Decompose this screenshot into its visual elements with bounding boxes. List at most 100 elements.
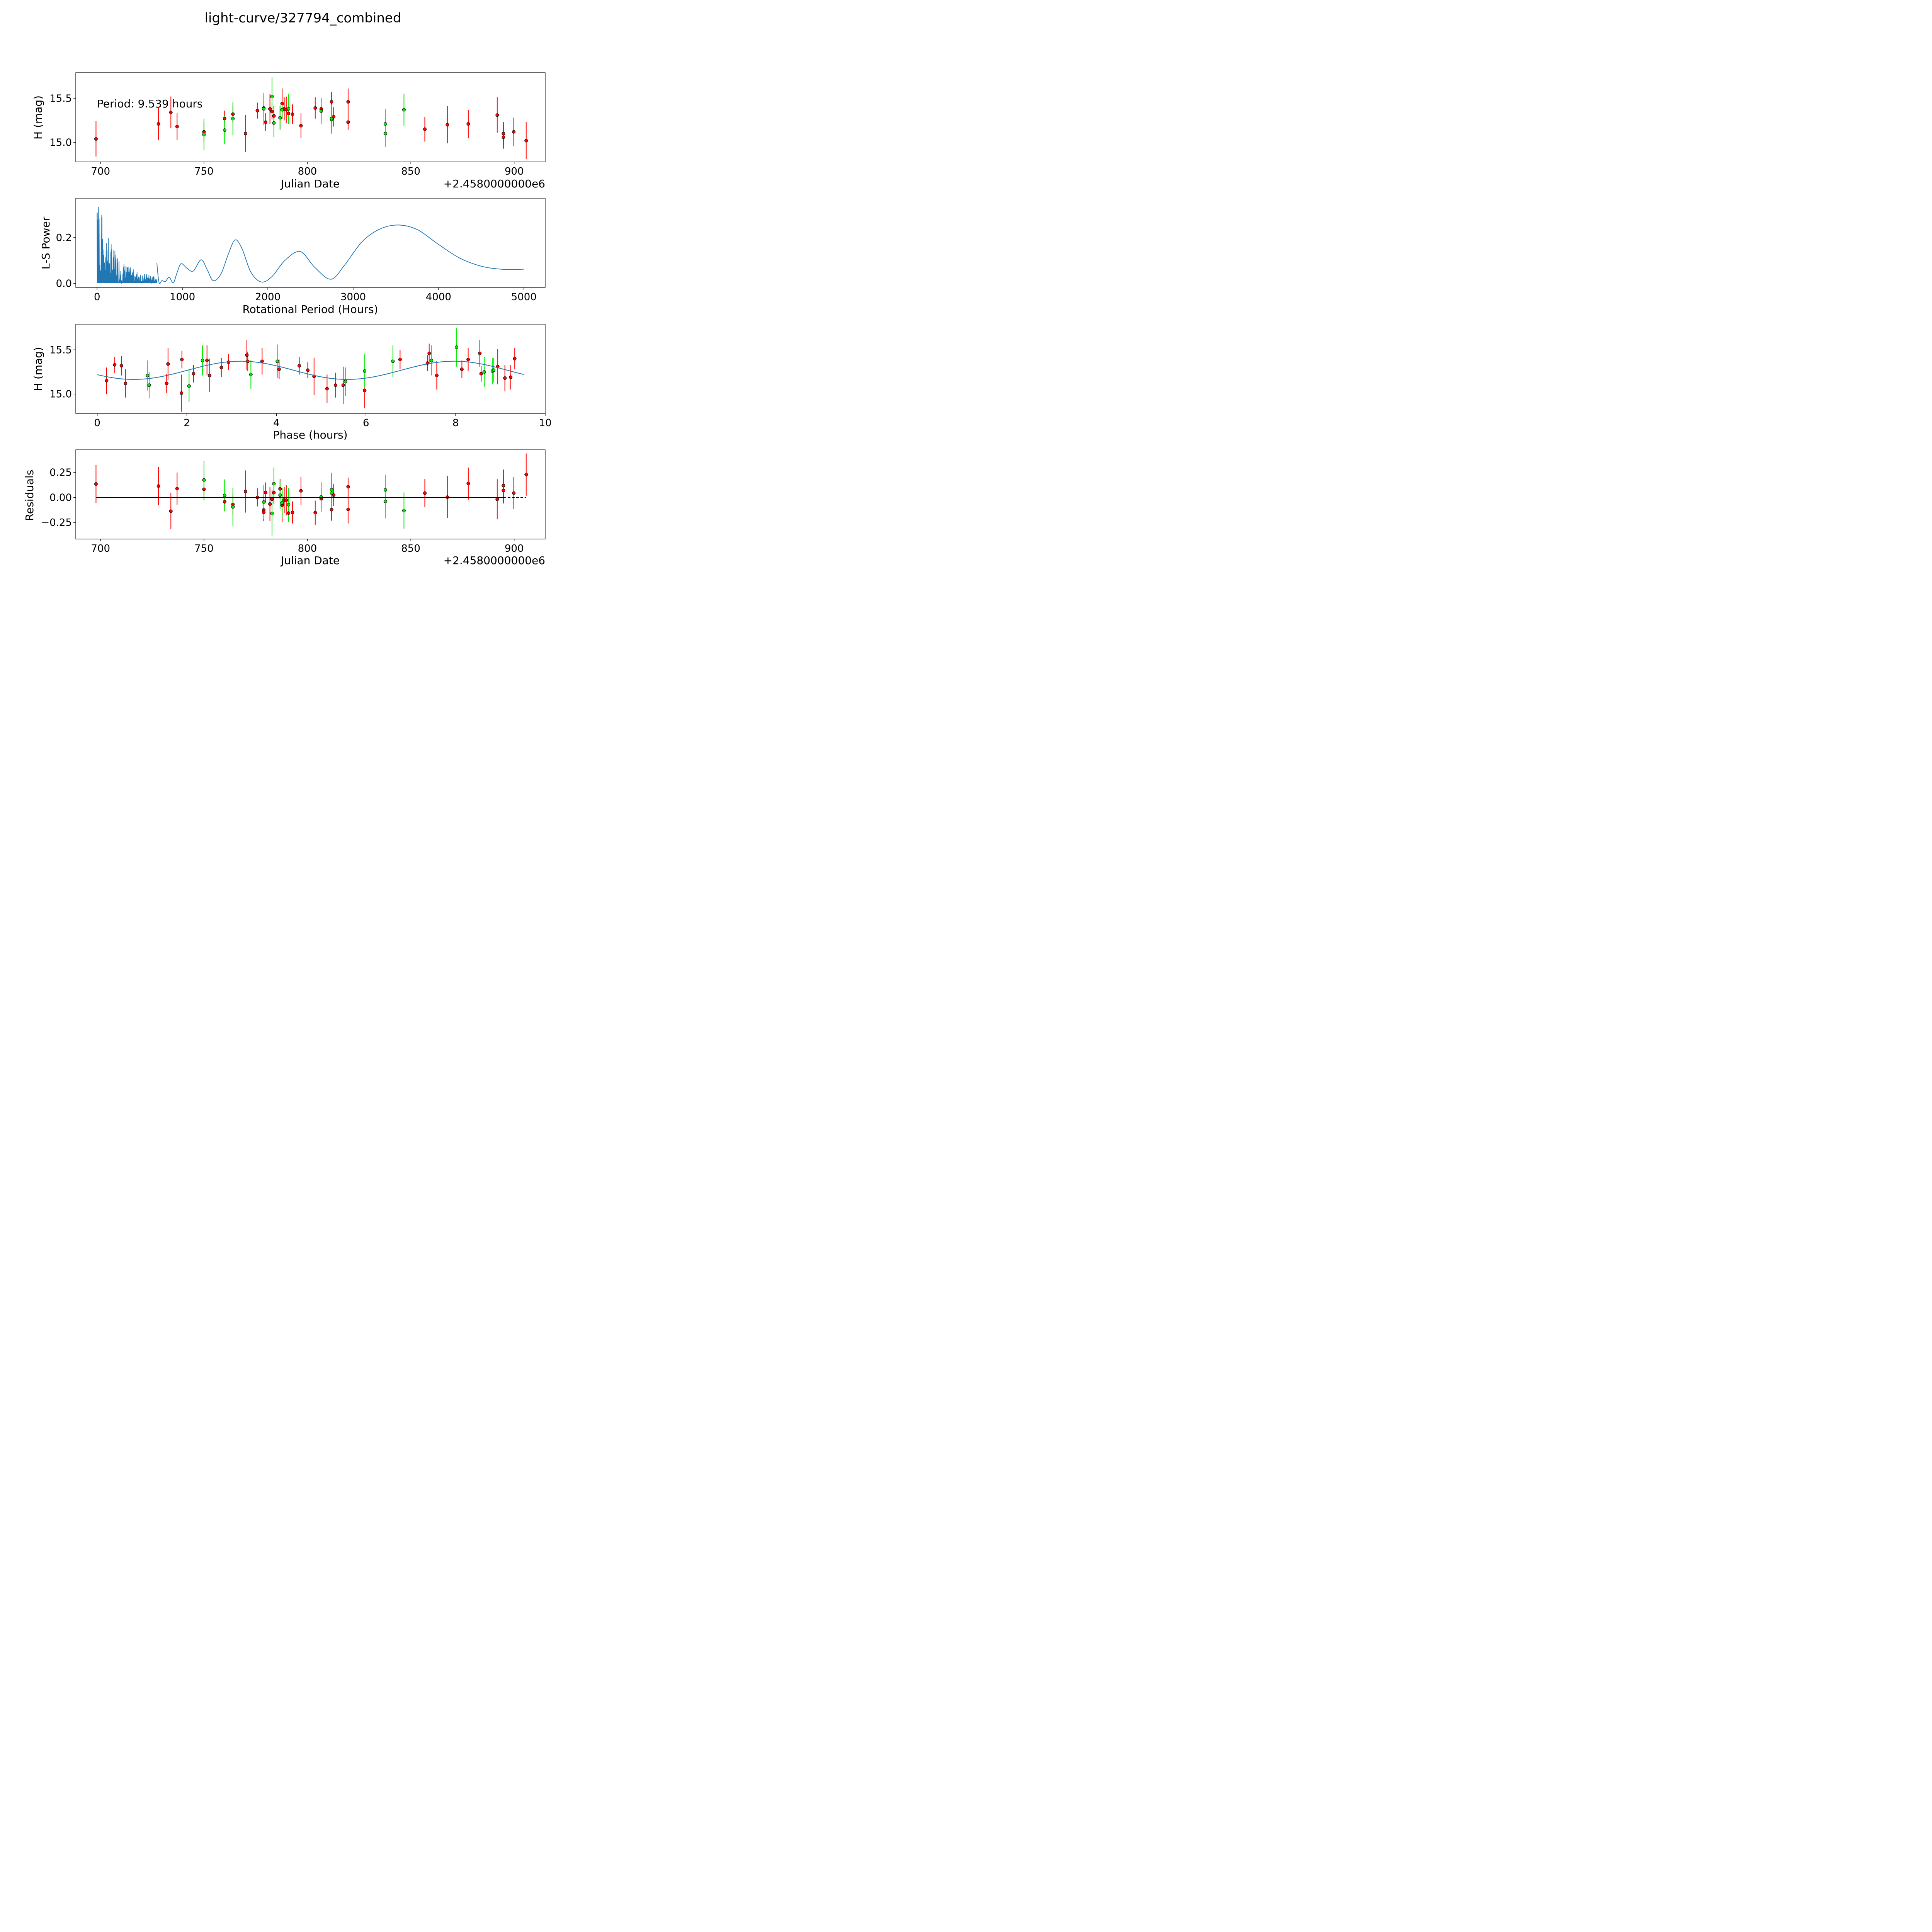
red-data-point (466, 481, 470, 485)
x-tick-label: 2 (184, 417, 190, 429)
red-data-point (165, 381, 168, 385)
red-data-point (272, 114, 276, 118)
x-tick-label: 4000 (426, 291, 451, 303)
y-tick-label: −0.25 (41, 517, 72, 529)
red-data-point (243, 132, 247, 136)
x-tick-label: 8 (452, 417, 459, 429)
green-data-point (454, 345, 458, 349)
red-data-point (495, 497, 499, 501)
periodogram-line (156, 224, 524, 284)
green-data-point (270, 95, 274, 99)
green-data-point (280, 108, 284, 112)
x-tick-label: 800 (298, 166, 317, 177)
red-data-point (243, 490, 247, 493)
red-data-point (495, 113, 499, 117)
green-data-point (231, 117, 235, 121)
x-tick-label: 800 (298, 543, 317, 554)
red-data-point (264, 120, 267, 124)
red-data-point (346, 100, 350, 104)
red-data-point (272, 491, 276, 495)
lightcurve-axes-frame (75, 72, 546, 162)
x-tick-label: 0 (94, 417, 100, 429)
red-data-point (175, 486, 179, 490)
red-data-point (175, 125, 179, 129)
red-data-point (262, 510, 266, 514)
green-data-point (262, 500, 266, 504)
periodogram-marks (97, 207, 524, 284)
red-data-point (270, 497, 274, 501)
red-data-point (479, 372, 483, 376)
red-data-point (330, 508, 333, 512)
red-data-point (192, 372, 196, 376)
x-tick-label: 850 (401, 166, 420, 177)
red-data-point (156, 484, 160, 488)
red-data-point (346, 485, 350, 489)
green-data-point (270, 512, 274, 515)
red-data-point (280, 102, 284, 105)
green-data-point (287, 107, 291, 111)
red-data-point (166, 362, 170, 366)
red-data-point (512, 491, 516, 495)
red-data-point (502, 484, 505, 488)
x-tick-label: 700 (91, 543, 110, 554)
x-tick-label: 750 (194, 166, 214, 177)
y-tick-label: 0.00 (49, 492, 72, 503)
red-data-point (466, 122, 470, 126)
red-data-point (341, 383, 345, 387)
red-data-point (169, 509, 173, 513)
y-tick-label: 15.0 (49, 137, 72, 149)
residuals-ylabel: Residuals (23, 470, 36, 521)
red-data-point (435, 374, 439, 378)
red-data-point (299, 489, 303, 493)
red-data-point (333, 383, 337, 387)
residuals-x-offset: +2.4580000000e6 (444, 554, 545, 567)
green-data-point (278, 116, 282, 120)
red-data-point (313, 106, 317, 110)
green-data-point (482, 370, 486, 374)
red-data-point (446, 123, 449, 127)
red-data-point (169, 111, 173, 114)
red-data-point (332, 493, 335, 497)
green-data-point (276, 359, 279, 363)
x-tick-label: 1000 (170, 291, 195, 303)
red-data-point (503, 376, 507, 380)
green-data-point (330, 117, 333, 121)
lightcurve-panel: 700 750 800 850 900 15.0 15.5 Period: 9.539 ho… (32, 72, 546, 190)
green-data-point (272, 121, 276, 125)
y-tick-label: 15.5 (49, 344, 72, 356)
phase-ticks: 0 2 4 6 8 10 15.0 15.5 (49, 344, 551, 429)
lightcurve-marks (94, 77, 528, 160)
red-data-point (524, 473, 528, 476)
green-data-point (202, 133, 206, 136)
red-data-point (94, 482, 98, 486)
phase-panel: 0 2 4 6 8 10 15.0 15.5 Phase (hours) H (mag) (32, 324, 552, 441)
periodogram-ticks: 0 1000 2000 3000 4000 5000 0.0 0.2 (56, 232, 537, 303)
green-data-point (330, 491, 333, 495)
red-data-point (223, 500, 226, 504)
green-data-point (187, 384, 191, 388)
red-data-point (245, 353, 249, 357)
y-tick-label: 0.25 (49, 467, 72, 478)
red-data-point (291, 112, 294, 116)
red-data-point (260, 359, 264, 363)
red-data-point (512, 130, 516, 134)
red-data-point (330, 100, 333, 104)
red-data-point (202, 487, 206, 491)
residuals-ticks: 700 750 800 850 900 −0.25 0.00 0.25 (41, 467, 524, 554)
green-data-point (231, 505, 235, 509)
red-data-point (460, 367, 464, 371)
red-data-point (427, 351, 431, 355)
red-data-point (156, 122, 160, 126)
red-data-point (270, 110, 274, 114)
red-data-point (502, 135, 505, 139)
periodogram-ylabel: L-S Power (39, 216, 52, 269)
x-tick-label: 6 (363, 417, 369, 429)
x-tick-label: 850 (401, 543, 420, 554)
green-data-point (319, 495, 323, 499)
green-data-point (402, 108, 406, 112)
figure: light-curve/327794_combined 700 750 800 850… (23, 10, 552, 567)
green-data-point (363, 369, 367, 373)
residuals-axes-frame (75, 449, 546, 539)
red-data-point (219, 366, 223, 369)
green-data-point (344, 380, 347, 384)
